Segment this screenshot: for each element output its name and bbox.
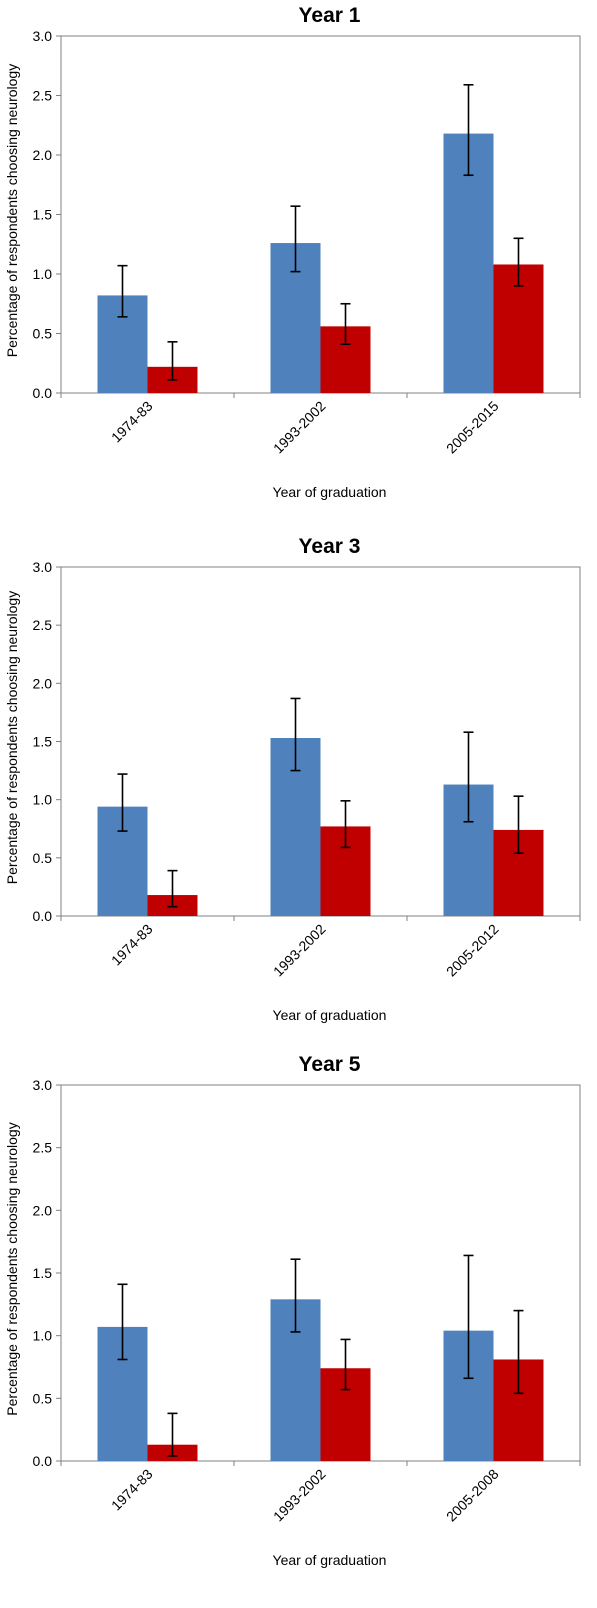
x-axis-label: Year of graduation [273, 1007, 387, 1023]
y-tick-label: 0.5 [33, 326, 53, 342]
y-tick-label: 1.0 [33, 266, 53, 282]
y-tick-label: 2.0 [33, 1202, 53, 1218]
chart-panel-2: Year 3 0.0 0.5 1.0 1.5 2.0 2.5 3.0 1974-83 1993-2… [4, 535, 581, 1023]
y-tick-label: 1.5 [33, 207, 53, 223]
y-tick-label: 3.0 [33, 559, 53, 575]
chart-title: Year 5 [299, 1053, 361, 1076]
y-axis-label: Percentage of respondents choosing neuro… [4, 64, 20, 357]
y-tick-label: 2.5 [33, 88, 53, 104]
y-tick-label: 3.0 [33, 28, 53, 44]
y-tick-label: 0.0 [33, 1453, 53, 1469]
y-tick-label: 0.5 [33, 1390, 53, 1406]
y-tick-label: 0.0 [33, 908, 53, 924]
y-tick-label: 2.5 [33, 1140, 53, 1156]
y-tick-label: 1.5 [33, 734, 53, 750]
chart-title: Year 1 [299, 4, 361, 27]
y-tick-label: 3.0 [33, 1077, 53, 1093]
x-tick-label: 2005-2008 [443, 1466, 502, 1525]
x-axis-label: Year of graduation [273, 484, 387, 500]
x-tick-label: 1993-2002 [270, 921, 329, 980]
x-tick-label: 1974-83 [108, 921, 156, 969]
y-tick-label: 2.0 [33, 147, 53, 163]
chart-panel-1: Year 1 0.0 0.5 1.0 1.5 2.0 2.5 3.0 1974-83 1993-2… [4, 4, 581, 500]
y-axis-label: Percentage of respondents choosing neuro… [4, 1122, 20, 1415]
y-tick-label: 2.5 [33, 617, 53, 633]
x-tick-label: 1974-83 [108, 398, 156, 446]
x-tick-label: 2005-2015 [443, 398, 502, 457]
x-tick-label: 1993-2002 [270, 398, 329, 457]
y-tick-label: 1.5 [33, 1265, 53, 1281]
y-axis-label: Percentage of respondents choosing neuro… [4, 591, 20, 884]
bar-2005-2015-series-1 [443, 133, 494, 393]
y-tick-label: 0.0 [33, 385, 53, 401]
y-tick-label: 1.0 [33, 1328, 53, 1344]
x-tick-label: 1993-2002 [270, 1466, 329, 1525]
y-tick-label: 1.0 [33, 792, 53, 808]
x-tick-label: 2005-2012 [443, 921, 502, 980]
y-tick-label: 2.0 [33, 675, 53, 691]
chart-panel-3: Year 5 0.0 0.5 1.0 1.5 2.0 2.5 3.0 1974-83 1993-2… [4, 1053, 581, 1568]
x-tick-label: 1974-83 [108, 1466, 156, 1514]
y-tick-label: 0.5 [33, 850, 53, 866]
chart-title: Year 3 [299, 535, 361, 558]
x-axis-label: Year of graduation [273, 1552, 387, 1568]
